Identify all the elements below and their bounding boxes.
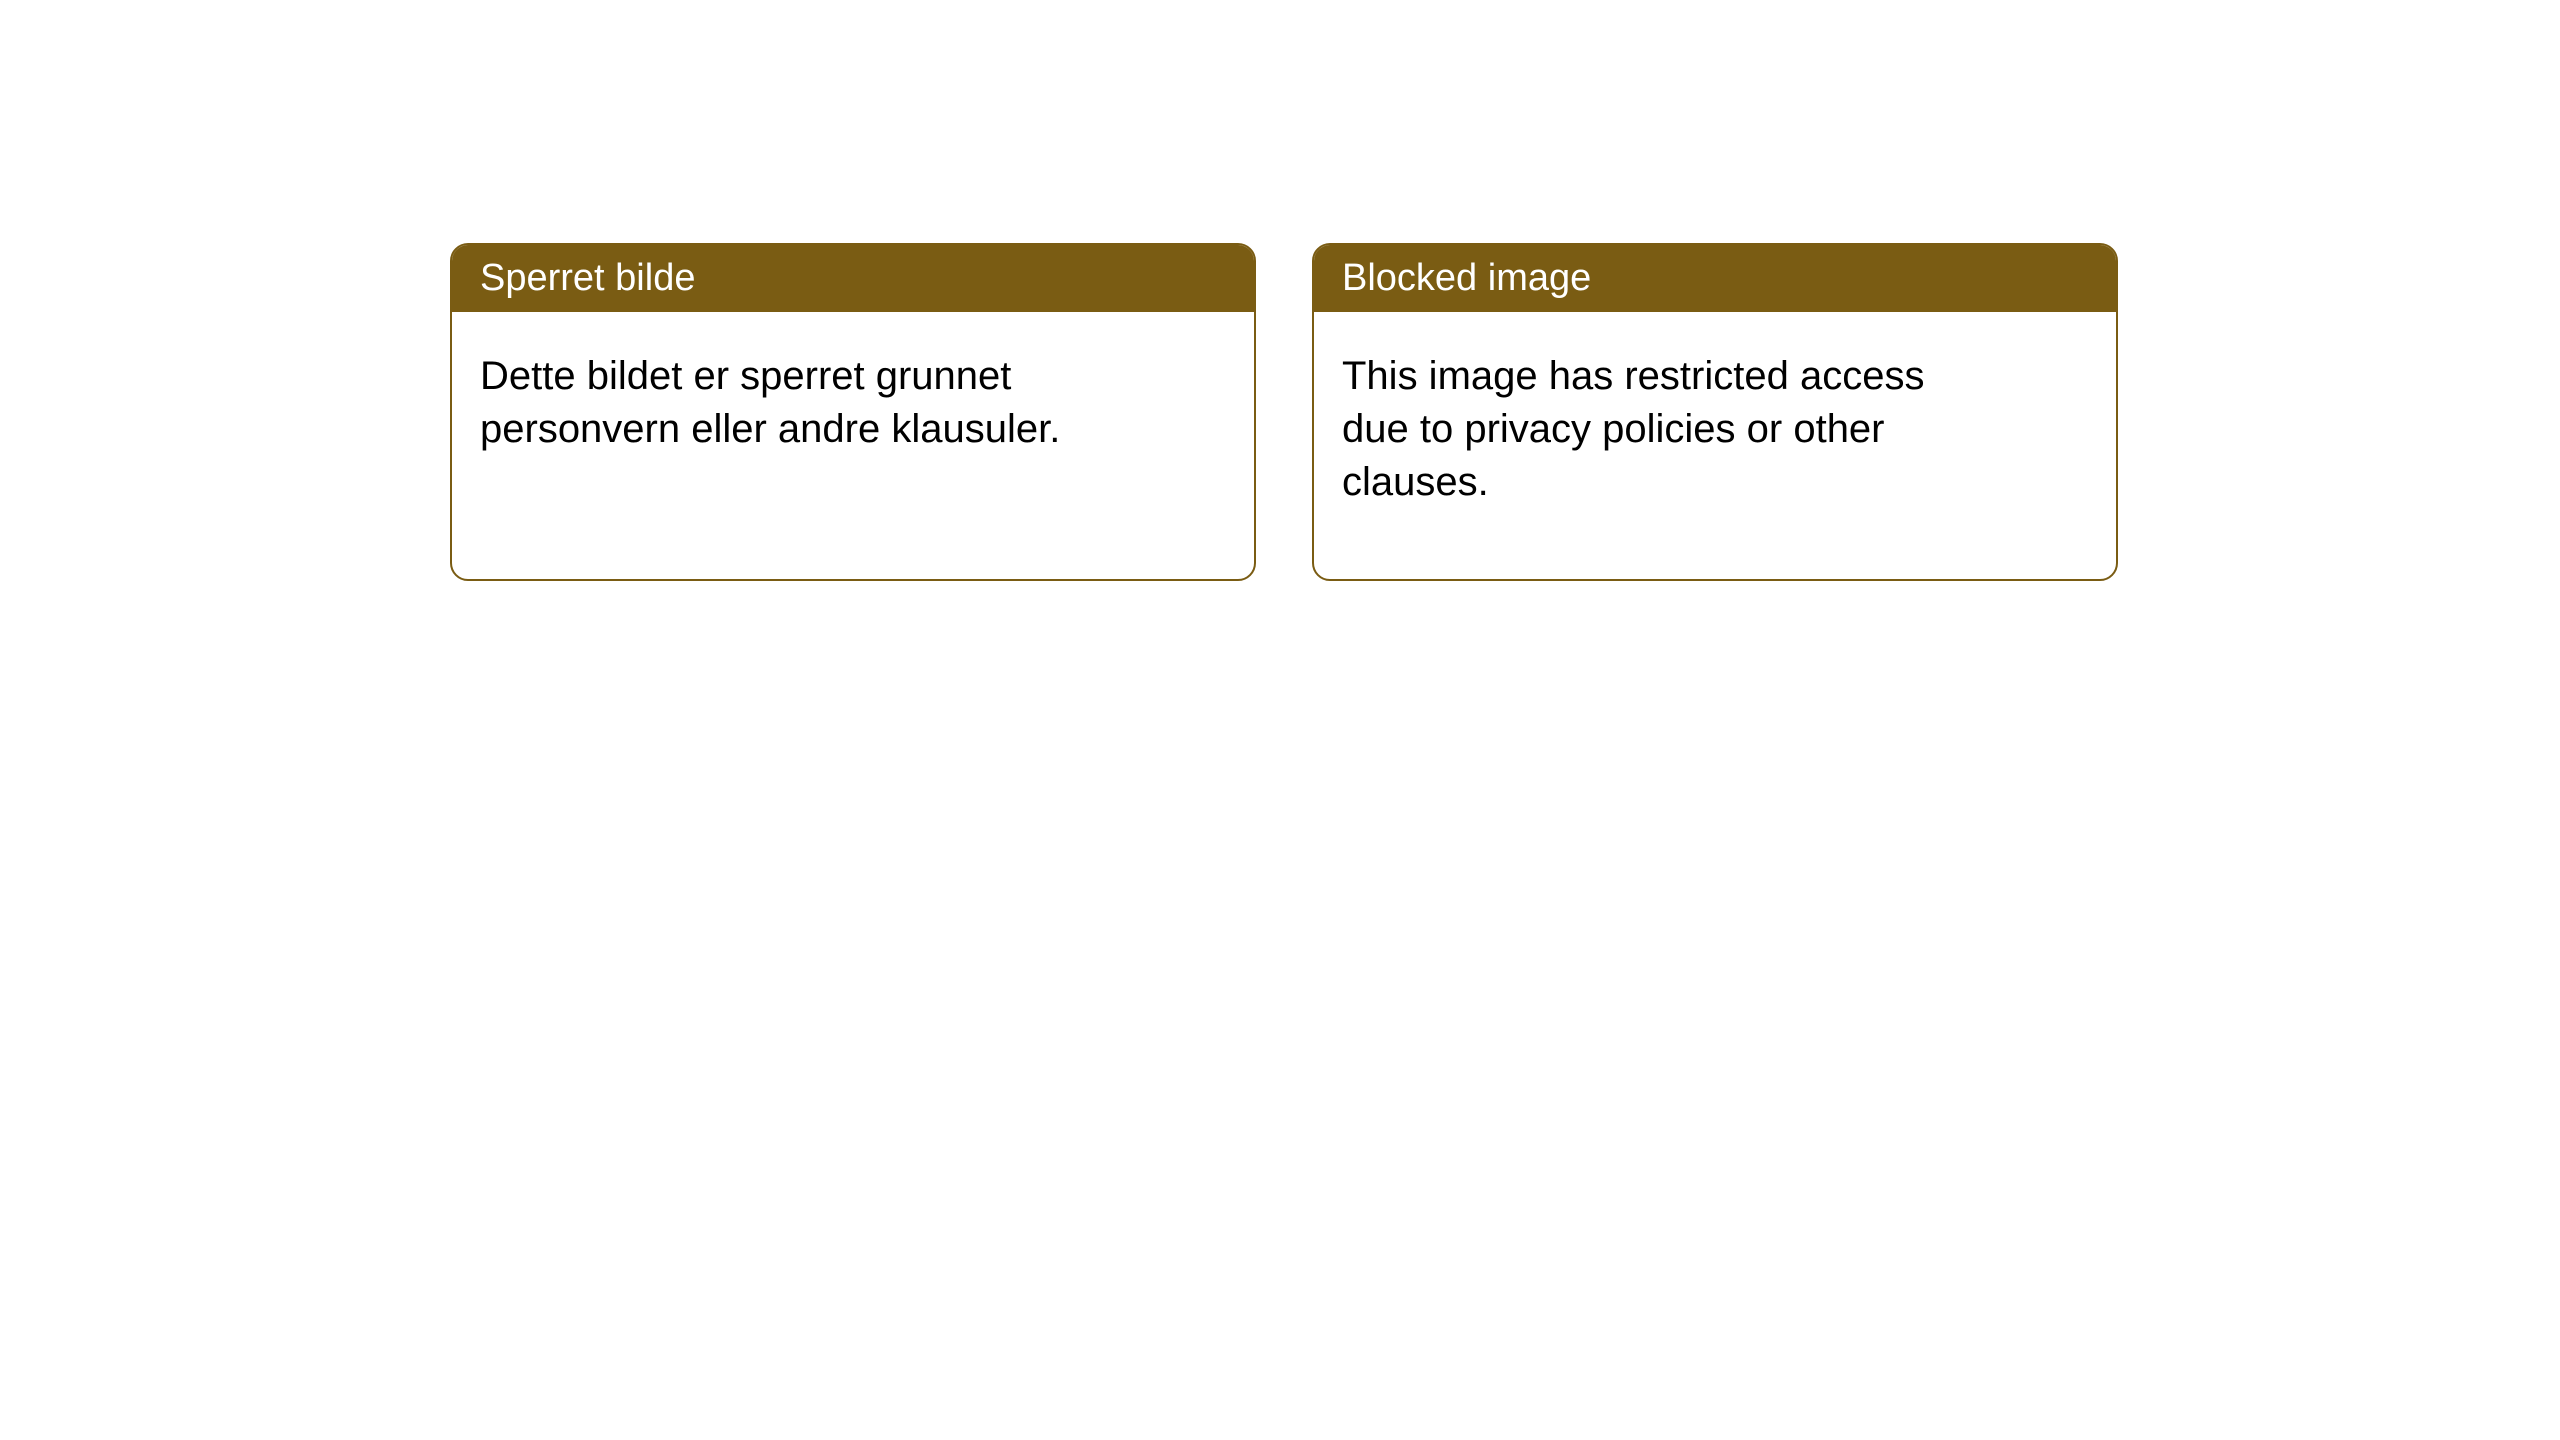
blocked-image-card-en: Blocked image This image has restricted … <box>1312 243 2118 581</box>
card-header-no: Sperret bilde <box>452 245 1254 312</box>
blocked-image-card-no: Sperret bilde Dette bildet er sperret gr… <box>450 243 1256 581</box>
card-body-en: This image has restricted access due to … <box>1314 312 1994 546</box>
card-body-no: Dette bildet er sperret grunnet personve… <box>452 312 1132 494</box>
notice-container: Sperret bilde Dette bildet er sperret gr… <box>0 0 2560 581</box>
card-header-en: Blocked image <box>1314 245 2116 312</box>
